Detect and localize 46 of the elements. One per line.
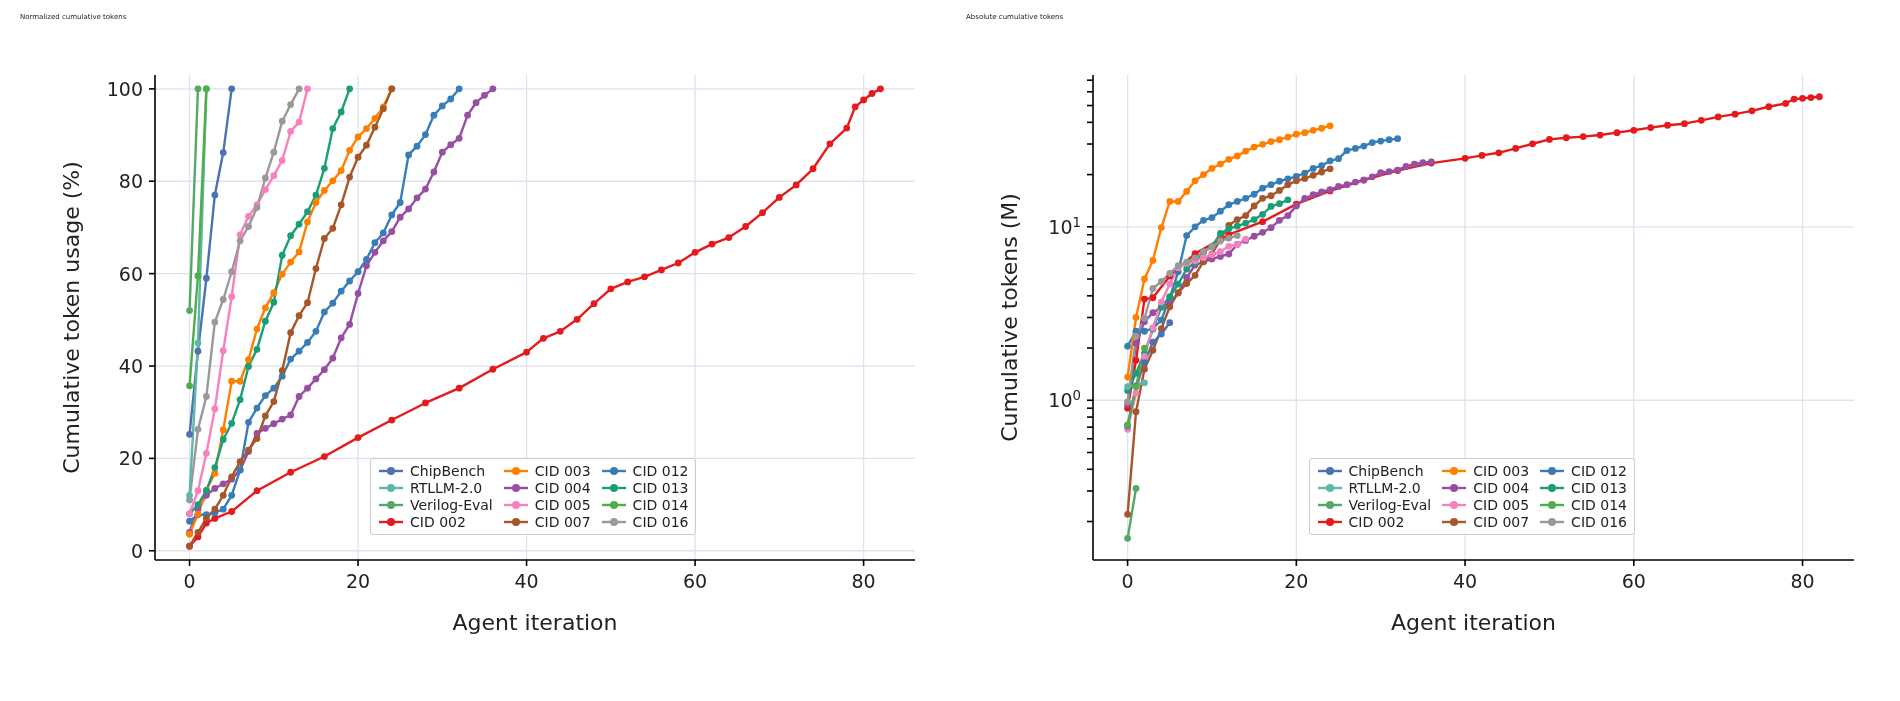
legend-label: CID 007 <box>534 514 591 530</box>
x-tick-label: 0 <box>1121 570 1134 592</box>
legend-label: CID 002 <box>1348 514 1405 530</box>
x-axis-title: Agent iteration <box>452 610 618 635</box>
y-tick-label: 40 <box>118 355 143 377</box>
legend-label: CID 007 <box>1473 514 1530 530</box>
y-axis-title: Cumulative token usage (%) <box>58 161 84 474</box>
legend-label: CID 005 <box>534 497 591 513</box>
legend-label: CID 012 <box>1571 463 1627 479</box>
y-tick-label: 10$^{0}$ <box>1048 387 1081 412</box>
legend-label: CID 014 <box>1571 497 1627 513</box>
legend-label: CID 002 <box>410 514 466 530</box>
x-tick-label: 40 <box>514 570 539 592</box>
legend-label: CID 003 <box>1473 463 1530 479</box>
x-tick-label: 0 <box>183 570 196 592</box>
y-tick-label: 100 <box>106 77 143 100</box>
x-tick-label: 80 <box>1790 570 1815 592</box>
x-axis-title: Agent iteration <box>1390 610 1557 635</box>
legend-label: ChipBench <box>1348 463 1424 479</box>
legend-label: CID 013 <box>1571 480 1627 496</box>
y-tick-label: 0 <box>130 539 143 562</box>
legend-label: CID 016 <box>1571 514 1627 530</box>
x-tick-label: 40 <box>1452 570 1478 592</box>
legend-label: CID 004 <box>1473 480 1530 496</box>
x-tick-label: 20 <box>1284 570 1309 592</box>
legend-label: CID 012 <box>632 463 689 479</box>
legend-label: ChipBench <box>410 463 486 479</box>
x-tick-label: 60 <box>1621 570 1646 592</box>
legend-label: CID 013 <box>632 480 689 496</box>
legend-label: Verilog-Eval <box>1348 497 1432 513</box>
y-tick-label: 20 <box>118 447 143 470</box>
y-axis-title: Cumulative tokens (M) <box>996 193 1022 442</box>
x-tick-label: 80 <box>851 570 876 592</box>
legend-label: RTLLM-2.0 <box>1348 480 1421 496</box>
legend-label: CID 004 <box>534 480 591 496</box>
legend-label: CID 005 <box>1473 497 1530 513</box>
legend-label: CID 016 <box>632 514 689 530</box>
y-tick-label: 10$^{1}$ <box>1048 214 1081 238</box>
legend-label: CID 003 <box>534 463 591 479</box>
x-tick-label: 20 <box>345 570 371 592</box>
x-tick-label: 60 <box>682 570 708 592</box>
y-tick-label: 80 <box>118 170 143 193</box>
legend-label: CID 014 <box>632 497 689 513</box>
legend-label: RTLLM-2.0 <box>410 480 483 496</box>
y-tick-label: 60 <box>118 262 143 285</box>
legend-label: Verilog-Eval <box>410 497 493 513</box>
